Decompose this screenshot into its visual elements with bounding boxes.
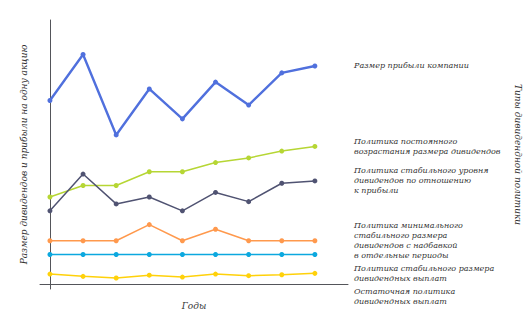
svg-text:в отдельные периоды: в отдельные периоды	[354, 251, 448, 260]
svg-text:дивидендных выплат: дивидендных выплат	[354, 297, 447, 306]
svg-text:Типы дивидендной политики: Типы дивидендной политики	[513, 84, 523, 225]
svg-text:дивидендных выплат: дивидендных выплат	[354, 274, 447, 283]
svg-text:Размер прибыли компании: Размер прибыли компании	[353, 61, 469, 70]
svg-text:Годы: Годы	[181, 301, 206, 311]
svg-text:Размер дивидендов и прибыли на: Размер дивидендов и прибыли на одну акци…	[19, 45, 29, 266]
svg-text:Политика минимального: Политика минимального	[353, 221, 463, 230]
svg-text:дивидендов по отношению: дивидендов по отношению	[354, 176, 471, 185]
svg-text:Политика стабильного уровня: Политика стабильного уровня	[353, 166, 488, 175]
svg-text:Политика постоянного: Политика постоянного	[353, 137, 457, 146]
svg-text:Остаточная политика: Остаточная политика	[354, 287, 455, 296]
svg-text:дивидендов с надбавкой: дивидендов с надбавкой	[354, 241, 457, 250]
svg-text:к прибыли: к прибыли	[354, 186, 398, 195]
svg-text:Политика стабильного размера: Политика стабильного размера	[353, 264, 494, 273]
svg-text:стабильного размера: стабильного размера	[354, 231, 448, 240]
svg-text:возрастания размера дивидендов: возрастания размера дивидендов	[354, 147, 501, 156]
